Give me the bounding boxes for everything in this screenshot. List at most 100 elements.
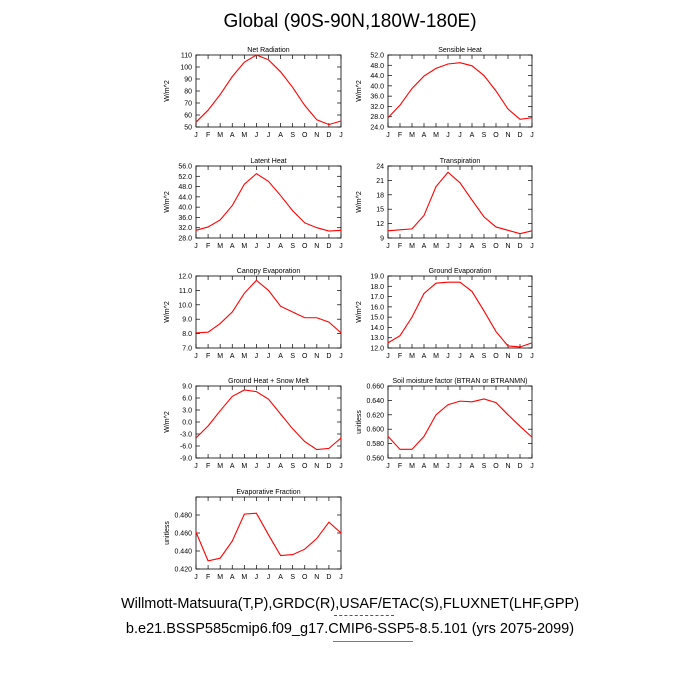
data-point — [387, 117, 388, 118]
data-point — [328, 124, 329, 125]
data-point — [304, 317, 305, 318]
data-point — [304, 105, 305, 106]
data-point — [256, 280, 257, 281]
y-axis-label: W/m^2 — [356, 301, 363, 323]
x-tick-label: M — [409, 132, 415, 139]
data-point — [483, 216, 484, 217]
x-tick-label: O — [493, 353, 499, 360]
data-point — [244, 293, 245, 294]
x-tick-label: M — [433, 243, 439, 250]
data-point — [195, 122, 196, 123]
y-tick-label: 52.0 — [178, 174, 192, 181]
data-point — [459, 182, 460, 183]
y-tick-label: 80 — [184, 89, 192, 96]
y-tick-label: 11.0 — [179, 288, 192, 295]
data-point — [519, 233, 520, 234]
data-point — [399, 105, 400, 106]
data-point — [531, 117, 532, 118]
x-tick-label: J — [530, 132, 534, 139]
x-tick-label: M — [433, 132, 439, 139]
series-line — [195, 54, 342, 126]
plot-frame — [387, 275, 533, 349]
data-point — [292, 428, 293, 429]
x-tick-label: M — [217, 243, 223, 250]
x-tick-label: J — [458, 353, 462, 360]
x-tick-label: M — [241, 463, 247, 470]
y-tick-label: 9.0 — [182, 317, 192, 324]
x-tick-label: F — [398, 353, 402, 360]
data-point — [195, 532, 196, 533]
x-tick-label: O — [493, 243, 499, 250]
data-point — [280, 71, 281, 72]
x-tick-label: S — [290, 243, 295, 250]
x-tick-label: A — [230, 463, 235, 470]
data-point — [459, 401, 460, 402]
y-tick-label: -9.0 — [180, 456, 192, 463]
x-tick-label: D — [517, 353, 522, 360]
data-point — [447, 63, 448, 64]
data-point — [268, 59, 269, 60]
x-tick-label: J — [446, 243, 450, 250]
y-tick-label: 12.0 — [178, 274, 192, 281]
y-tick-label: 70 — [184, 101, 192, 108]
x-tick-label: M — [433, 353, 439, 360]
y-tick-label: 56.0 — [178, 164, 192, 171]
data-point — [519, 119, 520, 120]
data-point — [399, 449, 400, 450]
data-point — [483, 398, 484, 399]
data-point — [423, 436, 424, 437]
y-tick-label: 18 — [376, 192, 384, 199]
x-tick-label: A — [422, 243, 427, 250]
x-tick-label: J — [339, 243, 343, 250]
plot-frame — [195, 385, 342, 459]
y-tick-label: 3.0 — [182, 408, 192, 415]
data-point — [328, 448, 329, 449]
data-point — [411, 88, 412, 89]
y-tick-label: -3.0 — [180, 432, 192, 439]
y-tick-label: 24.0 — [370, 125, 384, 132]
data-point — [207, 332, 208, 333]
x-tick-label: M — [241, 574, 247, 581]
x-tick-label: J — [446, 463, 450, 470]
data-point — [195, 332, 196, 333]
y-tick-label: 0.620 — [366, 412, 384, 419]
y-tick-label: 7.0 — [182, 346, 192, 353]
data-point — [435, 414, 436, 415]
panel-title: Soil moisture factor (BTRAN or BTRANMN) — [393, 378, 528, 385]
x-tick-label: S — [290, 463, 295, 470]
x-tick-label: J — [339, 463, 343, 470]
y-tick-label: 28.0 — [370, 114, 384, 121]
page-title: Global (90S-90N,180W-180E) — [223, 11, 477, 32]
plot-frame — [195, 275, 342, 349]
x-tick-label: M — [241, 243, 247, 250]
data-point — [411, 228, 412, 229]
y-tick-label: 0.460 — [174, 531, 192, 538]
x-tick-label: J — [267, 132, 271, 139]
x-tick-label: J — [194, 574, 198, 581]
data-point — [244, 184, 245, 185]
y-tick-label: 6.0 — [182, 396, 192, 403]
x-tick-label: A — [278, 243, 283, 250]
x-tick-label: J — [458, 132, 462, 139]
data-point — [459, 62, 460, 63]
y-axis-label: unitless — [164, 521, 171, 545]
x-tick-label: J — [267, 353, 271, 360]
y-tick-label: 0.560 — [366, 456, 384, 463]
data-point — [495, 90, 496, 91]
x-tick-label: J — [194, 463, 198, 470]
y-tick-label: 0.440 — [174, 549, 192, 556]
x-tick-label: S — [482, 353, 487, 360]
x-tick-label: J — [267, 463, 271, 470]
data-point — [232, 76, 233, 77]
x-tick-label: J — [255, 132, 259, 139]
y-tick-label: 40.0 — [370, 83, 384, 90]
data-point — [220, 219, 221, 220]
x-tick-label: J — [446, 353, 450, 360]
x-tick-label: N — [314, 243, 319, 250]
x-tick-label: F — [206, 353, 210, 360]
x-tick-label: N — [314, 463, 319, 470]
panel-title: Evaporative Fraction — [236, 489, 300, 496]
data-point — [411, 317, 412, 318]
y-tick-label: 48.0 — [370, 63, 384, 70]
